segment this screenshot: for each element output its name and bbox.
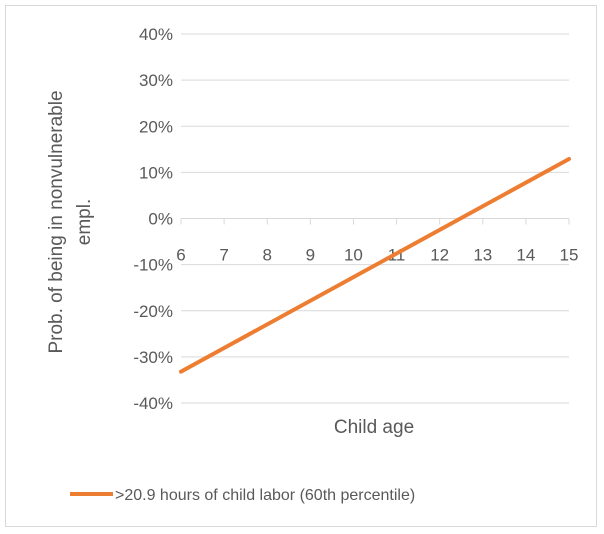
y-tick-label: 10% (139, 163, 173, 182)
chart-frame (5, 5, 597, 527)
y-tick-label: 30% (139, 71, 173, 90)
y-tick-label: 20% (139, 117, 173, 136)
x-tick-labels: 6 7 8 9 10 11 12 13 14 15 (176, 246, 578, 265)
x-tick-label: 15 (560, 246, 579, 265)
x-tick-label: 13 (473, 246, 492, 265)
x-tick-label: 6 (176, 246, 185, 265)
y-tick-label: 40% (139, 25, 173, 44)
y-tick-label: -20% (133, 302, 173, 321)
y-tick-label: -10% (133, 256, 173, 275)
y-tick-label: 0% (148, 210, 173, 229)
series-lines (179, 156, 571, 374)
grid-lines (180, 33, 570, 404)
y-axis-title-line-2: empl. (74, 199, 95, 245)
legend-label: >20.9 hours of child labor (60th percent… (115, 487, 415, 504)
x-tick-label: 7 (219, 246, 228, 265)
x-tick-label: 8 (262, 246, 271, 265)
series-line (179, 156, 571, 374)
y-tick-label: -40% (133, 394, 173, 413)
x-tick-label: 10 (344, 246, 363, 265)
x-tick-label: 12 (430, 246, 449, 265)
y-tick-label: -30% (133, 348, 173, 367)
y-axis-title-line-1: Prob. of being in nonvulnerable (46, 90, 67, 353)
x-tick-label: 14 (516, 246, 535, 265)
y-tick-labels: 40% 30% 20% 10% 0% -10% -20% -30% -40% (133, 25, 173, 413)
x-tick-label: 9 (306, 246, 315, 265)
x-axis-title: Child age (334, 417, 414, 438)
legend: >20.9 hours of child labor (60th percent… (70, 487, 415, 504)
